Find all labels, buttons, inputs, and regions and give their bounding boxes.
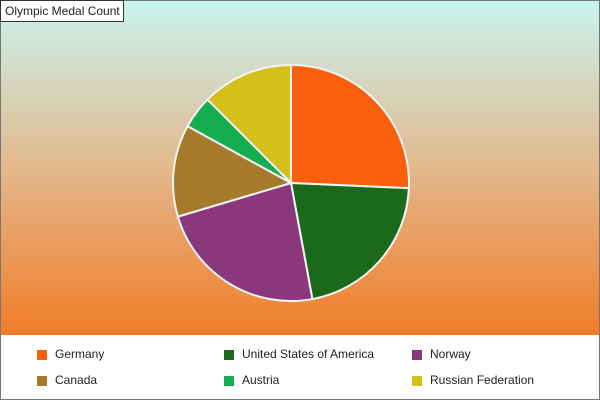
legend-swatch: [37, 350, 47, 360]
pie-slice: [206, 63, 292, 186]
legend-label: Russian Federation: [430, 373, 534, 387]
chart-title: Olympic Medal Count: [5, 4, 120, 18]
pie-slice: [176, 181, 314, 302]
legend-swatch: [224, 376, 234, 386]
legend-swatch: [412, 350, 422, 360]
legend-swatch: [412, 376, 422, 386]
legend-swatch: [37, 376, 47, 386]
pie-slice: [172, 124, 294, 218]
legend-label: Canada: [55, 373, 97, 387]
legend-background: [0, 335, 600, 400]
pie-slice: [290, 63, 410, 190]
pie-slice: [289, 181, 410, 301]
legend-label: United States of America: [242, 347, 374, 361]
legend-swatch: [224, 350, 234, 360]
legend-label: Austria: [242, 373, 280, 387]
title-box: [0, 0, 124, 22]
legend-label: Norway: [430, 347, 471, 361]
legend-label: Germany: [55, 347, 104, 361]
